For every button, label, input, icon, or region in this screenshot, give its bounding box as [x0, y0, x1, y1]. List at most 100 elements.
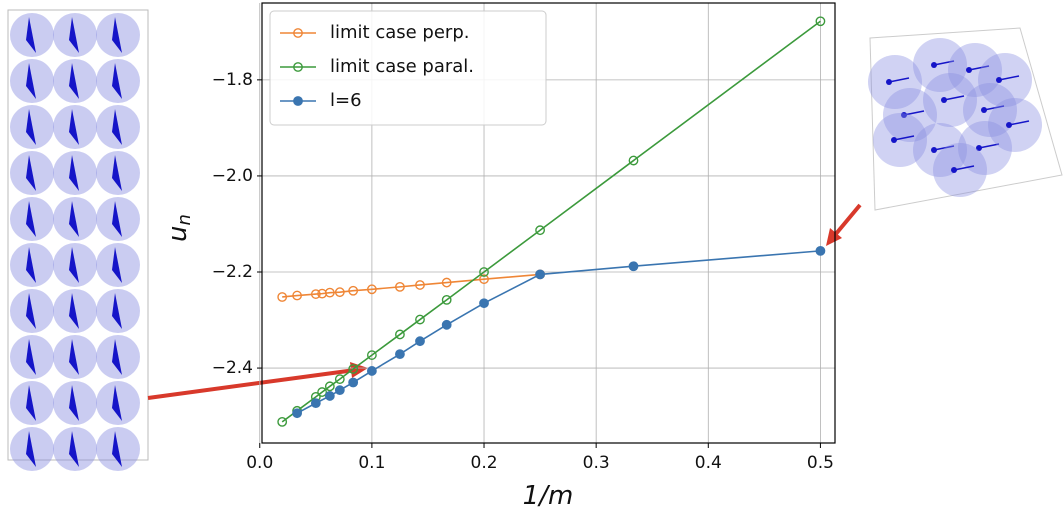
sphere	[883, 88, 937, 142]
spin-arrow	[26, 63, 36, 99]
point	[479, 274, 489, 285]
spin-arrow	[26, 339, 36, 375]
point	[334, 287, 345, 298]
spin-arrow	[69, 339, 79, 375]
sphere	[873, 113, 927, 167]
spin-arrow	[943, 95, 965, 101]
point	[277, 292, 288, 302]
spin-arrow	[112, 155, 122, 191]
point	[441, 294, 452, 305]
spin-arrow	[26, 17, 36, 53]
series-line	[282, 273, 541, 298]
x-tick-label: 0.4	[695, 453, 722, 473]
y-tick-label: −2.0	[212, 166, 253, 186]
spin-arrow	[903, 110, 925, 116]
x-axis-label: 1/m	[523, 481, 574, 511]
y-tick-label: −1.8	[212, 70, 253, 90]
spin-arrow	[112, 109, 122, 145]
spin-arrow	[888, 77, 910, 83]
spin-arrow	[69, 247, 79, 283]
point	[441, 319, 452, 330]
spin-arrow	[26, 109, 36, 145]
y-axis-label: un	[163, 214, 196, 242]
spin-arrow	[933, 145, 955, 151]
point	[366, 284, 377, 295]
point	[479, 267, 489, 277]
sphere	[868, 55, 922, 109]
spin-arrow	[112, 293, 122, 329]
pointer-arrow-head	[826, 228, 842, 246]
sphere	[963, 83, 1017, 137]
x-tick-label: 0.3	[583, 453, 610, 473]
spin-arrow	[26, 201, 36, 237]
sphere	[958, 121, 1012, 175]
y-tick-label: −2.2	[212, 262, 253, 282]
spin-arrow	[112, 339, 122, 375]
legend: limit case perp. limit case paral. l=6	[269, 10, 547, 126]
point	[395, 349, 405, 360]
spin-arrow	[998, 75, 1020, 81]
series-line	[281, 20, 821, 423]
pointer-arrow	[147, 368, 356, 400]
legend-label: l=6	[330, 90, 362, 111]
spin-arrow	[1008, 120, 1030, 126]
point	[348, 364, 359, 374]
point	[415, 314, 425, 325]
point	[366, 366, 377, 376]
plot-area: 0.0 0.1 0.2 0.3 0.4 0.5 −1.8 −2.0 −2.2 −2.4 limit …	[212, 2, 836, 473]
point	[292, 290, 302, 301]
legend-marker	[293, 62, 303, 72]
point	[815, 245, 826, 256]
legend-box	[269, 10, 547, 126]
spin-arrow	[26, 155, 36, 191]
x-tick-label: 0.2	[471, 453, 498, 473]
box	[869, 27, 1063, 211]
spin-arrow	[968, 65, 990, 71]
point	[348, 377, 359, 388]
point	[310, 289, 321, 299]
spin-arrow	[983, 105, 1005, 111]
spin-arrow	[893, 135, 915, 141]
y-tick-label: −2.4	[212, 358, 253, 378]
point	[317, 387, 328, 397]
point	[324, 381, 335, 392]
spin-arrow	[933, 60, 955, 66]
spin-arrow	[112, 431, 122, 467]
box	[7, 9, 149, 461]
point	[334, 385, 345, 396]
legend-marker	[293, 28, 303, 38]
spin-arrow	[69, 385, 79, 421]
sphere	[923, 73, 977, 127]
pointer-arrow-head	[350, 362, 368, 378]
spin-arrow	[112, 247, 122, 283]
legend-label: limit case paral.	[330, 56, 474, 77]
sphere	[988, 98, 1042, 152]
point	[415, 280, 425, 290]
legend-label: limit case perp.	[330, 22, 469, 43]
x-tick-label: 0.0	[246, 453, 273, 473]
plot-frame	[261, 2, 836, 444]
sphere	[978, 53, 1032, 107]
sphere	[913, 123, 967, 177]
point	[535, 269, 545, 280]
series-line	[296, 250, 821, 414]
spin-arrow	[69, 201, 79, 237]
pointer-arrow	[833, 203, 862, 237]
spin-arrow	[69, 109, 79, 145]
point	[324, 287, 335, 298]
point	[535, 225, 545, 236]
point	[479, 298, 489, 309]
spin-arrow	[26, 247, 36, 283]
point	[334, 374, 345, 385]
spin-arrow	[112, 385, 122, 421]
point	[628, 261, 639, 272]
spin-arrow	[69, 431, 79, 467]
sphere	[933, 143, 987, 197]
spin-arrow	[26, 385, 36, 421]
point	[441, 277, 452, 288]
point	[366, 350, 377, 360]
spin-arrow	[69, 63, 79, 99]
sphere	[948, 43, 1002, 97]
spin-arrow	[26, 431, 36, 467]
